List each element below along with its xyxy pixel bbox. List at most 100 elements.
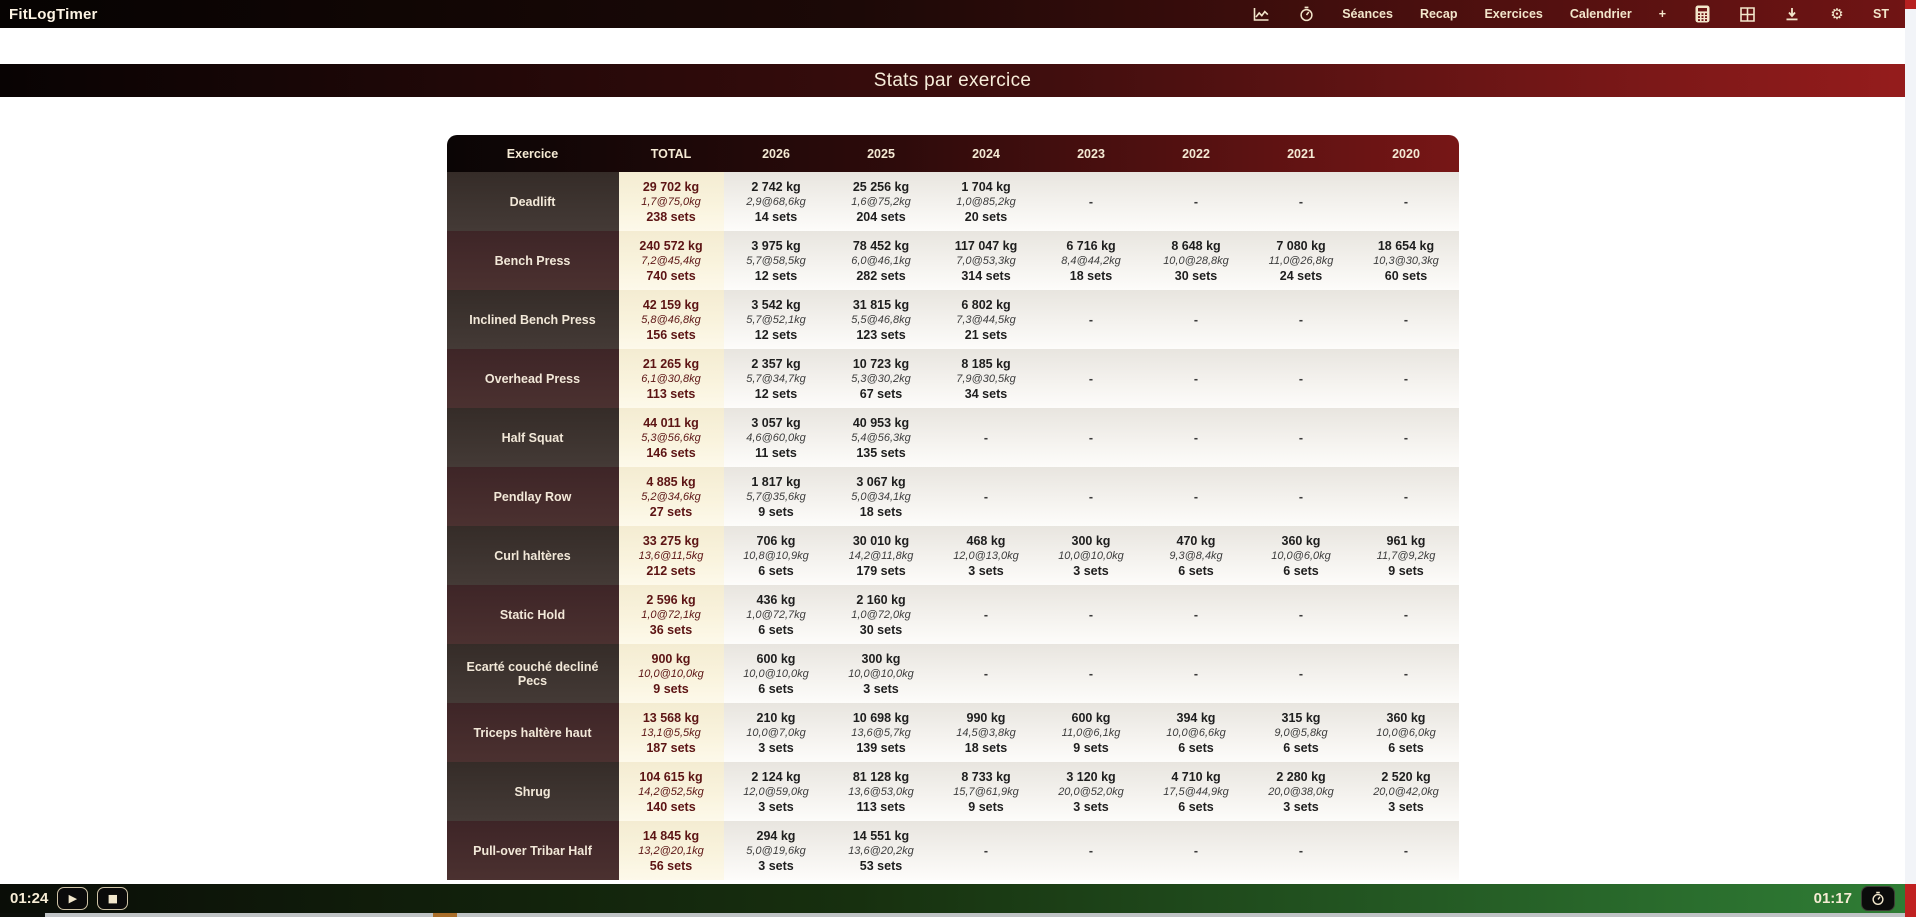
empty-value: - — [1403, 430, 1409, 445]
exercise-name: Static Hold — [446, 585, 619, 644]
stopwatch-button[interactable] — [1861, 886, 1895, 911]
year-cell: - — [1353, 467, 1459, 526]
total-weight: 81 128 kg — [852, 769, 910, 784]
nav-exercices[interactable]: Exercices — [1484, 7, 1543, 21]
avg-reps-at-weight: 5,7@58,5kg — [746, 254, 806, 267]
year-cell: - — [1038, 585, 1144, 644]
total-weight: 10 723 kg — [852, 356, 910, 371]
total-weight: 44 011 kg — [643, 415, 699, 430]
stop-button[interactable]: ■ — [97, 887, 129, 910]
year-cell: - — [1143, 172, 1249, 231]
empty-value: - — [1403, 843, 1409, 858]
set-count: 9 sets — [653, 681, 689, 696]
nav-seances[interactable]: Séances — [1342, 7, 1393, 21]
total-weight: 30 010 kg — [852, 533, 910, 548]
horizontal-scrollbar[interactable] — [0, 913, 1905, 917]
empty-value: - — [1193, 430, 1199, 445]
settings-gear-icon[interactable]: ⚙ — [1830, 5, 1844, 23]
stop-icon: ■ — [107, 892, 119, 905]
total-weight: 4 710 kg — [1171, 769, 1221, 784]
set-count: 238 sets — [646, 209, 696, 224]
timer-left-group: 01:24 ▶ ■ — [0, 887, 129, 910]
nav-add-button[interactable]: + — [1658, 7, 1667, 21]
empty-value: - — [1193, 666, 1199, 681]
grid-table-icon[interactable] — [1738, 5, 1756, 23]
year-cell: 78 452 kg 6,0@46,1kg 282 sets — [828, 231, 934, 290]
set-count: 18 sets — [859, 504, 903, 519]
stats-table-body: Deadlift 29 702 kg 1,7@75,0kg 238 sets 2 742… — [446, 172, 1459, 880]
avg-reps-at-weight: 13,1@5,5kg — [641, 726, 701, 739]
total-weight: 470 kg — [1176, 533, 1216, 548]
empty-value: - — [1298, 194, 1304, 209]
timer-icon[interactable] — [1297, 5, 1315, 23]
avg-reps-at-weight: 10,0@6,0kg — [1271, 549, 1331, 562]
avg-reps-at-weight: 12,0@59,0kg — [743, 785, 809, 798]
set-count: 11 sets — [755, 445, 797, 460]
avg-reps-at-weight: 5,7@35,6kg — [746, 490, 806, 503]
stopwatch-icon — [1869, 890, 1887, 908]
stats-chart-icon[interactable] — [1252, 5, 1270, 23]
nav-profile-badge[interactable]: ST — [1873, 7, 1889, 21]
vertical-scrollbar[interactable] — [1905, 0, 1916, 917]
app-logo[interactable]: FitLogTimer — [9, 5, 98, 23]
year-cell: - — [933, 467, 1039, 526]
set-count: 67 sets — [859, 386, 903, 401]
empty-value: - — [1193, 489, 1199, 504]
avg-reps-at-weight: 10,0@10,0kg — [638, 667, 704, 680]
table-row: Half Squat 44 011 kg 5,3@56,6kg 146 sets 3 0… — [446, 408, 1459, 467]
set-count: 56 sets — [649, 858, 693, 873]
avg-reps-at-weight: 20,0@38,0kg — [1268, 785, 1334, 798]
avg-reps-at-weight: 5,3@56,6kg — [641, 431, 701, 444]
set-count: 740 sets — [646, 268, 696, 283]
year-cell: - — [1143, 821, 1249, 880]
vertical-scrollbar-thumb[interactable] — [1905, 884, 1916, 917]
year-cell: 30 010 kg 14,2@11,8kg 179 sets — [828, 526, 934, 585]
empty-value: - — [1403, 194, 1409, 209]
total-weight: 2 520 kg — [1381, 769, 1431, 784]
year-cell: 315 kg 9,0@5,8kg 6 sets — [1248, 703, 1354, 762]
year-cell: 8 185 kg 7,9@30,5kg 34 sets — [933, 349, 1039, 408]
avg-reps-at-weight: 7,2@45,4kg — [641, 254, 701, 267]
total-weight: 25 256 kg — [852, 179, 910, 194]
total-weight: 961 kg — [1386, 533, 1426, 548]
avg-reps-at-weight: 10,3@30,3kg — [1373, 254, 1439, 267]
set-count: 6 sets — [758, 622, 794, 637]
empty-value: - — [1193, 843, 1199, 858]
total-weight: 7 080 kg — [1276, 238, 1326, 253]
main-nav: Séances Recap Exercices Calendrier + ⚙ S… — [1252, 5, 1905, 23]
download-icon[interactable] — [1783, 5, 1801, 23]
play-button[interactable]: ▶ — [57, 887, 89, 910]
table-row: Curl haltères 33 275 kg 13,6@11,5kg 212 set… — [446, 526, 1459, 585]
stats-header-row: Exercice TOTAL 2026 2025 2024 2023 2022 2021 202… — [446, 135, 1459, 172]
column-header-exercice: Exercice — [506, 146, 559, 161]
stats-table-wrap: Exercice TOTAL 2026 2025 2024 2023 2022 2021 202… — [0, 135, 1905, 880]
year-cell: 3 975 kg 5,7@58,5kg 12 sets — [723, 231, 829, 290]
horizontal-scrollbar-thumb[interactable] — [433, 913, 457, 917]
avg-reps-at-weight: 10,0@6,0kg — [1376, 726, 1436, 739]
total-weight: 600 kg — [756, 651, 796, 666]
column-header-2022: 2022 — [1182, 146, 1210, 161]
year-cell: 2 742 kg 2,9@68,6kg 14 sets — [723, 172, 829, 231]
avg-reps-at-weight: 10,8@10,9kg — [743, 549, 809, 562]
column-header-2025: 2025 — [867, 146, 895, 161]
year-cell: 4 710 kg 17,5@44,9kg 6 sets — [1143, 762, 1249, 821]
column-header-total: TOTAL — [650, 146, 692, 161]
total-weight: 315 kg — [1281, 710, 1321, 725]
total-weight: 3 975 kg — [751, 238, 801, 253]
total-weight: 8 648 kg — [1171, 238, 1221, 253]
empty-value: - — [983, 489, 989, 504]
nav-recap[interactable]: Recap — [1419, 7, 1458, 21]
nav-calendrier[interactable]: Calendrier — [1569, 7, 1632, 21]
year-cell: - — [1353, 408, 1459, 467]
total-weight: 600 kg — [1071, 710, 1111, 725]
year-cell: - — [933, 408, 1039, 467]
avg-reps-at-weight: 5,7@52,1kg — [746, 313, 806, 326]
avg-reps-at-weight: 11,0@26,8kg — [1268, 254, 1334, 267]
calculator-icon[interactable] — [1693, 5, 1711, 23]
set-count: 3 sets — [758, 740, 794, 755]
avg-reps-at-weight: 4,6@60,0kg — [746, 431, 806, 444]
set-count: 3 sets — [1388, 799, 1424, 814]
year-cell: - — [1353, 644, 1459, 703]
set-count: 20 sets — [964, 209, 1008, 224]
year-cell: - — [1353, 172, 1459, 231]
